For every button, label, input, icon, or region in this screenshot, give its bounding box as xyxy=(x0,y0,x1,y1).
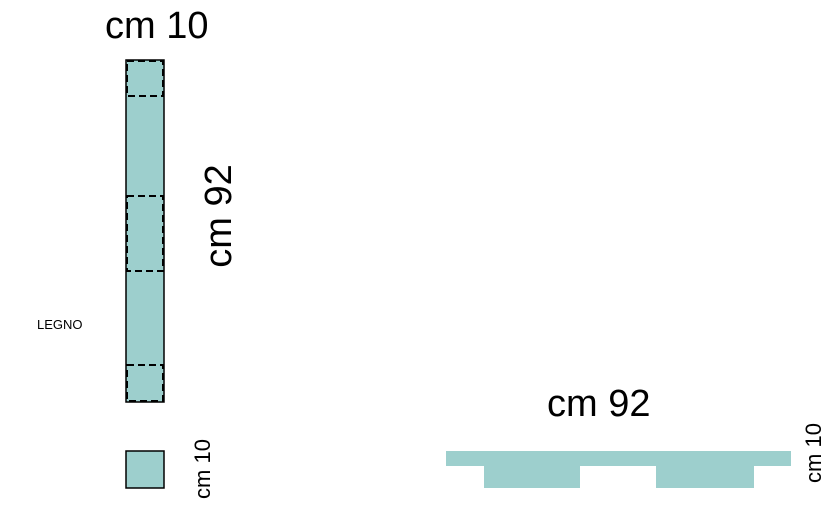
section-size-label: cm 10 xyxy=(190,439,215,499)
side-block-left xyxy=(484,465,580,488)
hidden-block-middle xyxy=(126,195,164,272)
side-length-label: cm 92 xyxy=(547,383,651,425)
side-block-right xyxy=(656,465,754,488)
section-square xyxy=(125,450,165,489)
hidden-block-top xyxy=(126,60,164,97)
plank-body xyxy=(125,59,165,403)
material-label: LEGNO xyxy=(37,317,83,332)
front-width-label: cm 10 xyxy=(105,5,209,47)
side-plank xyxy=(446,451,791,466)
side-view-profile xyxy=(446,451,791,488)
side-height-label: cm 10 xyxy=(801,423,826,483)
front-height-label: cm 92 xyxy=(198,164,240,268)
front-view-plank xyxy=(125,59,165,403)
hidden-block-bottom xyxy=(126,364,164,402)
